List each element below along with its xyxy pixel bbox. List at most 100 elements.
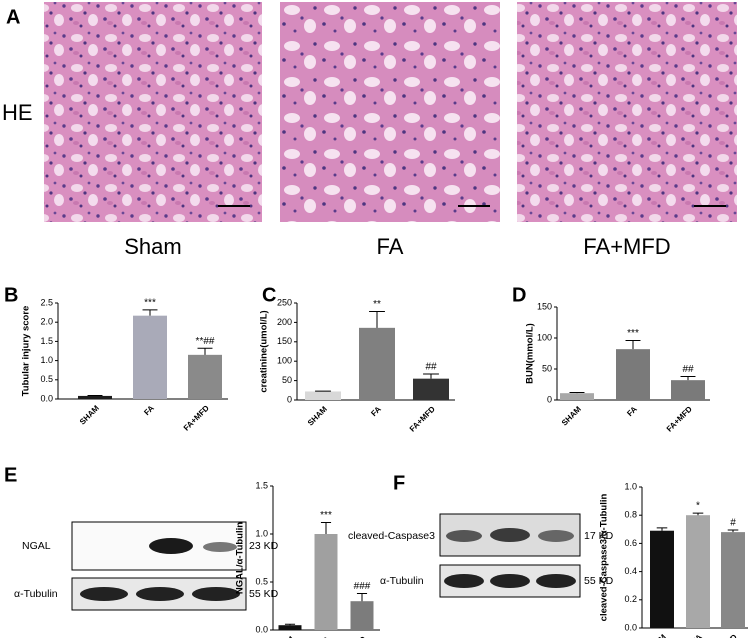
micrograph — [517, 2, 737, 222]
image-caption: FA+MFD — [583, 234, 670, 259]
bar — [350, 601, 374, 630]
bar — [560, 393, 594, 400]
y-tick-label: 150 — [277, 336, 292, 346]
x-tick-label: SHAM — [78, 403, 101, 426]
bar — [650, 530, 674, 628]
y-tick-label: 50 — [542, 363, 552, 373]
y-tick-label: 0.4 — [624, 566, 637, 576]
x-tick-label: FA+MFD — [408, 404, 437, 433]
blot-size: 17 KD — [584, 530, 614, 542]
image-caption: Sham — [124, 234, 181, 259]
y-tick-label: 0.6 — [624, 538, 637, 548]
panel-label: F — [393, 472, 405, 494]
y-tick-label: 1.0 — [624, 481, 637, 491]
y-tick-label: 2.0 — [40, 317, 53, 327]
y-tick-label: 150 — [537, 301, 552, 311]
y-tick-label: 1.0 — [255, 528, 268, 538]
x-tick-label: FA — [369, 404, 383, 418]
significance: ## — [425, 362, 437, 373]
x-tick-label: FA — [690, 632, 704, 638]
blot-label: cleaved-Caspase3 — [348, 530, 435, 542]
y-axis-label: cleaved-Caspase3/α-Tubulin — [599, 493, 610, 621]
error-bar — [656, 527, 668, 531]
y-axis-label: Tubular injury score — [21, 306, 32, 397]
x-tick-label: MFD — [720, 632, 739, 638]
band — [490, 574, 530, 588]
blot-label: NGAL — [22, 540, 51, 552]
error-bar — [197, 347, 213, 355]
band — [536, 574, 576, 588]
panel-label: A — [6, 6, 20, 28]
bar — [616, 349, 650, 400]
error-bar — [680, 375, 696, 381]
bar — [671, 380, 705, 400]
bar — [188, 354, 222, 399]
x-tick-label: SHAM — [273, 634, 296, 638]
y-tick-label: 100 — [277, 356, 292, 366]
band — [446, 530, 482, 542]
significance: ** — [373, 299, 381, 310]
error-bar — [569, 392, 585, 394]
image-caption: FA — [377, 234, 404, 259]
y-tick-label: 0.8 — [624, 510, 637, 520]
error-bar — [369, 311, 385, 328]
bar — [314, 534, 338, 630]
band — [490, 528, 530, 542]
y-tick-label: 1.5 — [255, 480, 268, 490]
bar — [305, 391, 341, 400]
band — [149, 538, 193, 554]
band — [203, 542, 237, 552]
y-tick-label: 0.0 — [40, 393, 53, 403]
significance: # — [730, 518, 736, 529]
y-tick-label: 1.5 — [40, 336, 53, 346]
significance: *** — [627, 328, 639, 339]
bar — [686, 515, 710, 628]
panel-label: C — [262, 284, 276, 306]
blot-label: α-Tubulin — [14, 588, 58, 600]
x-tick-label: FA — [142, 403, 156, 417]
panel-label: D — [512, 284, 526, 306]
error-bar — [692, 512, 704, 516]
bar — [78, 395, 112, 399]
y-tick-label: 0.5 — [255, 576, 268, 586]
y-tick-label: 2.5 — [40, 297, 53, 307]
significance: *** — [320, 510, 332, 521]
x-tick-label: FA+MFD — [182, 403, 211, 432]
blot-size: 55 KD — [584, 575, 614, 587]
x-tick-label: SHAM — [306, 404, 329, 427]
bar — [359, 327, 395, 400]
band — [192, 587, 240, 601]
y-tick-label: 0.0 — [624, 622, 637, 632]
y-axis-label: NGAL/α-Tubulin — [235, 522, 246, 594]
error-bar — [320, 521, 332, 534]
significance: * — [696, 501, 700, 512]
y-tick-label: 0 — [287, 394, 292, 404]
error-bar — [284, 623, 296, 626]
error-bar — [356, 593, 368, 602]
x-tick-label: FA — [318, 634, 332, 638]
y-tick-label: 100 — [537, 332, 552, 342]
bar — [413, 378, 449, 400]
bar — [278, 625, 302, 630]
error-bar — [727, 529, 739, 533]
y-tick-label: 250 — [277, 297, 292, 307]
band — [136, 587, 184, 601]
stain-label: HE — [2, 100, 33, 125]
y-tick-label: 50 — [282, 375, 292, 385]
significance: ### — [354, 581, 371, 592]
y-tick-label: 200 — [277, 317, 292, 327]
x-tick-label: FA — [625, 404, 639, 418]
micrograph — [280, 2, 500, 222]
panel-label: E — [4, 464, 17, 486]
x-tick-label: SHAM — [560, 404, 583, 427]
band — [538, 530, 574, 542]
error-bar — [423, 373, 439, 379]
error-bar — [625, 339, 641, 350]
y-axis-label: BUN(mmol/L) — [525, 323, 536, 384]
bar — [133, 315, 167, 399]
y-tick-label: 0.2 — [624, 594, 637, 604]
y-tick-label: 1.0 — [40, 355, 53, 365]
significance: ## — [682, 364, 694, 375]
micrograph — [44, 2, 262, 222]
band — [80, 587, 128, 601]
